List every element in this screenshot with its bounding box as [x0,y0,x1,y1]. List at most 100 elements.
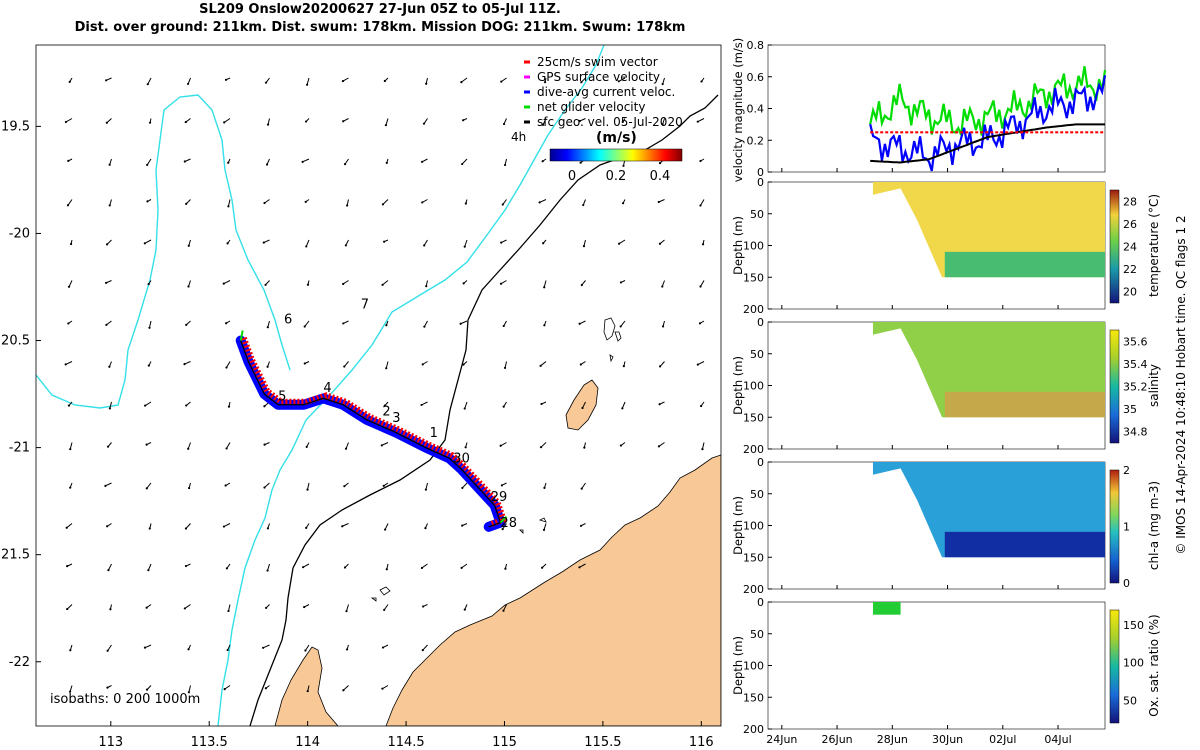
vector-head [222,525,226,528]
vector-head [184,564,188,568]
colorbar-tick-label: 1 [1123,521,1130,534]
vector-head [539,364,542,367]
vector-head [383,608,386,611]
vector-head [661,285,664,288]
depth-axis-label: Depth (m) [731,216,745,275]
vector-head [265,606,268,610]
day-label: 6 [284,312,292,327]
vector-head [381,687,384,690]
vector-head [266,527,269,530]
day-label: 2 [382,404,390,419]
vector-head [578,322,581,325]
vector-head [143,242,146,245]
vector-head [461,486,464,490]
vector-arrow [422,644,428,651]
isobaths-label: isobaths: 0 200 1000m [50,692,200,707]
depth-tick-label: 50 [750,628,764,641]
vector-head [420,566,423,570]
vector-arrow [226,442,231,449]
vector-head [543,81,547,84]
vector-head [264,687,267,690]
vector-head [148,527,151,530]
vector-arrow [381,442,389,446]
vector-arrow [618,77,626,82]
chart-title-line2: Dist. over ground: 211km. Dist. swum: 17… [74,20,686,35]
vector-arrow [700,199,705,206]
vector-arrow [66,604,73,610]
speed-colorbar-ticks: 0 0.2 0.4 [568,169,670,184]
vector-head [225,567,228,570]
vector-head [699,204,702,207]
vector-head [622,365,625,368]
vector-head [696,363,699,366]
glider-track [235,330,508,532]
vector-head [306,488,309,491]
vector-head [541,160,544,163]
net-glider-vector [239,330,244,341]
vector-head [183,362,186,366]
vector-head [696,120,699,123]
vector-head [305,245,308,248]
vector-arrow [543,523,547,531]
vector-head [578,119,581,123]
vector-head [66,565,69,568]
vector-arrow [227,199,231,207]
vector-head [661,123,664,126]
vector-arrow [385,361,389,369]
vector-arrow [306,77,310,85]
vector-head [463,608,466,611]
vector-head [657,200,660,204]
vector-head [461,162,464,166]
vector-head [421,648,424,652]
vector-head [462,119,465,122]
vector-arrow [425,482,428,490]
vector-arrow [69,442,73,450]
vector-head [617,80,620,83]
colorbar-tick-label: 0.4 [650,169,671,184]
vector-head [108,204,111,207]
vector-head [700,80,703,83]
vector-head [148,121,152,124]
vector-head [302,566,305,569]
vector-head [227,405,231,408]
vector-head [385,367,388,370]
vector-arrow [700,280,705,287]
vector-head [381,203,385,206]
depth-tick-label: 100 [743,660,764,673]
vector-arrow [262,644,270,649]
vector-head [384,124,388,127]
vector-arrow [421,563,428,569]
vector-head [187,244,190,247]
map-y-tick-label: 20.5 [1,334,30,349]
legend-entry: sfc geo. vel. 05-Jul-2020 [537,115,683,129]
vector-head [658,242,662,245]
vector-arrow [658,442,665,447]
vector-arrow [264,482,270,488]
vector-head [621,202,625,205]
vector-arrow [542,118,547,126]
vector-head [621,407,624,410]
vector-arrow [68,280,73,288]
day-label: 30 [453,452,470,467]
vector-arrow [618,239,626,245]
vector-head [383,240,386,243]
vector-arrow [461,158,468,165]
vector-head [421,201,424,204]
vector-head [699,159,702,163]
vector-head [383,79,386,83]
vector-head [68,690,72,693]
legend-entry: GPS surface velocity [537,70,660,84]
vector-head [341,525,344,528]
vector-head [224,78,228,81]
vector-head [109,608,112,611]
vector-head [145,487,148,490]
legend-entry: 25cm/s swim vector [537,55,658,69]
vector-head [421,363,424,366]
vector-head [344,447,348,450]
vector-head [306,283,310,286]
colorbar-tick-label: 35.4 [1123,358,1148,371]
vector-head [619,281,623,284]
vector-head [420,403,423,407]
vector-head [422,122,426,125]
vector-arrow [223,523,231,527]
